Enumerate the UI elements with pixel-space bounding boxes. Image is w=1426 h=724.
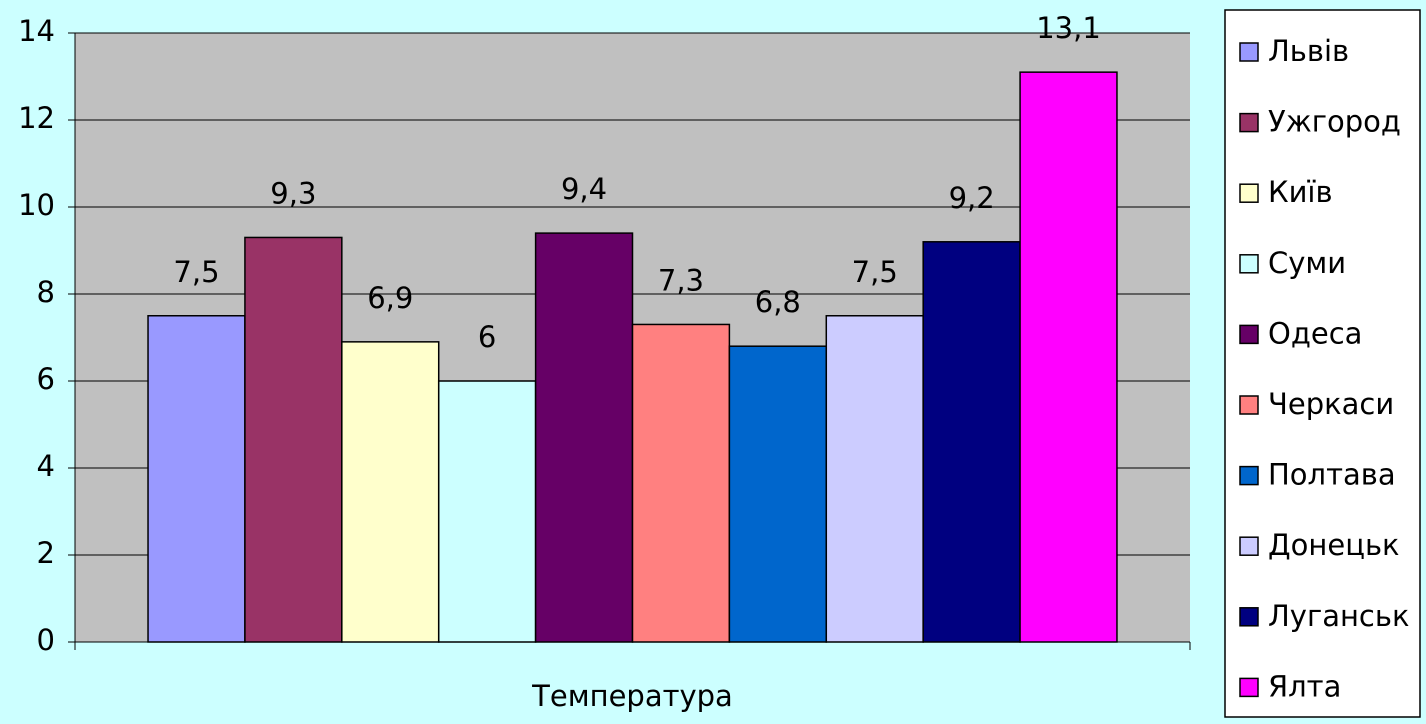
legend-swatch xyxy=(1239,607,1259,627)
y-tick-label: 12 xyxy=(18,101,55,135)
legend-label: Одеса xyxy=(1268,316,1362,350)
data-label: 9,3 xyxy=(270,176,316,210)
y-tick-label: 14 xyxy=(18,14,55,48)
bar xyxy=(341,341,440,643)
bar xyxy=(728,345,828,643)
data-label: 7,5 xyxy=(173,255,219,289)
data-label: 6,8 xyxy=(755,285,801,319)
legend-swatch xyxy=(1239,112,1259,133)
bar xyxy=(825,315,924,643)
y-tick-label: 8 xyxy=(37,275,55,309)
legend-label: Черкаси xyxy=(1268,387,1394,421)
data-label: 7,3 xyxy=(658,263,704,297)
data-label: 6,9 xyxy=(367,281,413,315)
legend-label: Суми xyxy=(1268,246,1346,280)
legend-swatch xyxy=(1239,536,1259,556)
bar xyxy=(147,315,246,643)
data-label: 9,2 xyxy=(949,181,995,215)
y-tick-label: 6 xyxy=(37,362,55,396)
bar xyxy=(437,380,537,643)
bar xyxy=(922,241,1021,643)
data-label: 6 xyxy=(478,320,496,354)
bar xyxy=(534,232,634,643)
legend-label: Львів xyxy=(1268,34,1349,68)
legend-label: Донецьк xyxy=(1268,528,1400,562)
legend-swatch xyxy=(1239,677,1259,698)
legend-label: Ужгород xyxy=(1268,105,1401,139)
bar xyxy=(631,323,731,643)
y-tick-label: 10 xyxy=(18,188,55,222)
legend-swatch xyxy=(1239,254,1259,274)
legend-label: Ялта xyxy=(1268,669,1341,703)
legend-swatch xyxy=(1239,183,1259,203)
y-tick-label: 2 xyxy=(37,536,55,570)
y-tick-label: 4 xyxy=(37,449,55,483)
legend-swatch xyxy=(1239,395,1259,415)
y-tick-label: 0 xyxy=(37,623,55,657)
x-tick-label: Температура xyxy=(531,679,733,713)
legend-swatch xyxy=(1239,324,1259,345)
legend-label: Київ xyxy=(1268,175,1333,209)
legend-label: Луганськ xyxy=(1268,599,1410,633)
legend-swatch xyxy=(1239,465,1259,486)
bar xyxy=(244,236,343,643)
legend-swatch xyxy=(1239,42,1259,62)
data-label: 7,5 xyxy=(852,255,898,289)
bar xyxy=(1019,71,1118,643)
data-label: 13,1 xyxy=(1036,11,1101,45)
legend-label: Полтава xyxy=(1268,458,1396,492)
data-label: 9,4 xyxy=(561,172,607,206)
